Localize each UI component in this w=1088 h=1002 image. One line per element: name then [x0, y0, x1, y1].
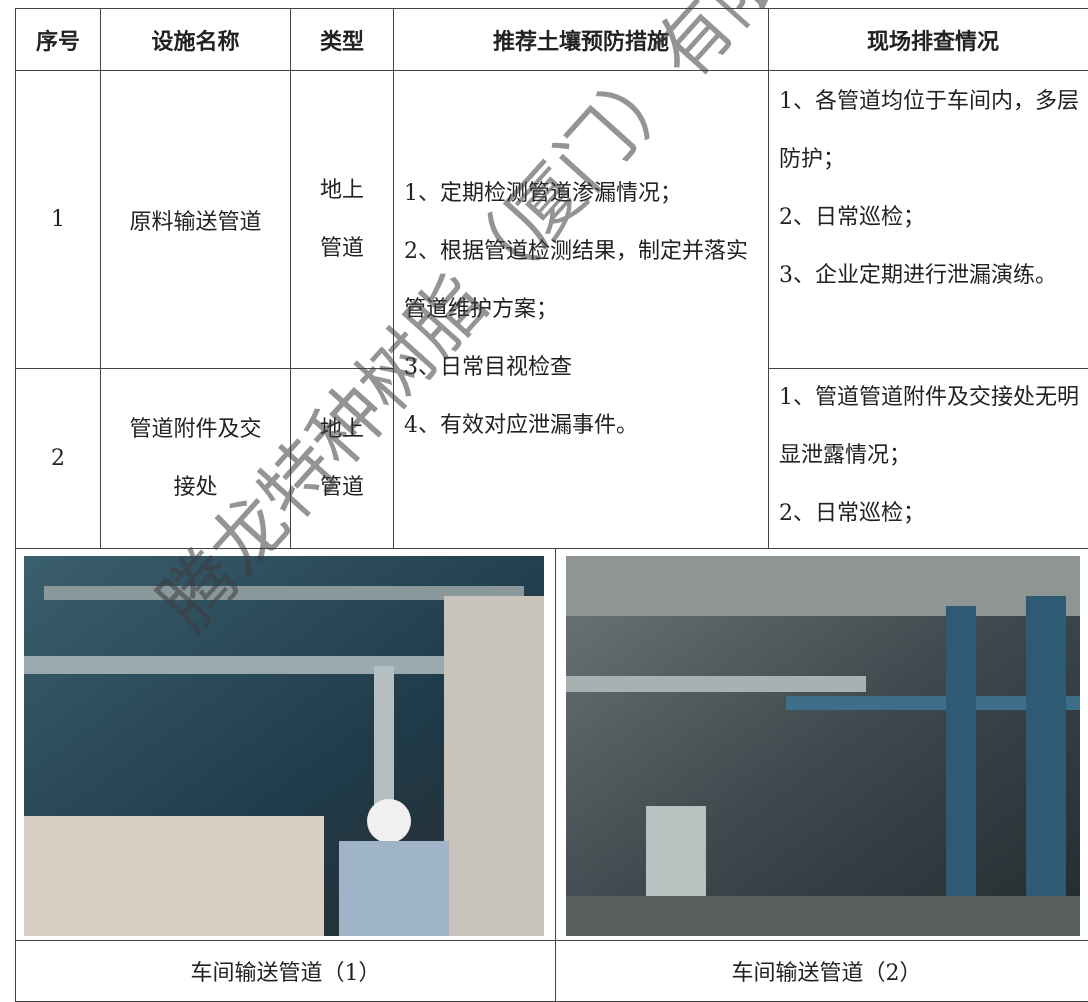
check-item: 1、管道管道附件及交接处无明显泄露情况；	[779, 385, 1079, 468]
check-cell: 1、管道管道附件及交接处无明显泄露情况； 2、日常巡检；	[768, 368, 1088, 549]
check-cell: 1、各管道均位于车间内，多层防护； 2、日常巡检； 3、企业定期进行泄漏演练。	[768, 70, 1088, 369]
photo-caption: 车间输送管道（2）	[555, 940, 1088, 1002]
check-item: 3、企业定期进行泄漏演练。	[779, 263, 1057, 288]
measure-item: 1、定期检测管道渗漏情况；	[404, 180, 682, 206]
photo	[566, 556, 1080, 936]
header-cell: 设施名称	[100, 8, 291, 71]
check-item: 2、日常巡检；	[779, 501, 925, 526]
header-cell: 序号	[15, 8, 101, 71]
facility-name: 原料输送管道	[100, 70, 291, 369]
facility-type: 地上管道	[290, 70, 394, 369]
facility-type: 地上管道	[290, 368, 394, 549]
measure-item: 3、日常目视检查	[404, 354, 572, 380]
photo-caption: 车间输送管道（1）	[15, 940, 556, 1002]
measures-cell: 1、定期检测管道渗漏情况； 2、根据管道检测结果，制定并落实管道维护方案； 3、…	[393, 70, 769, 549]
photo	[24, 556, 544, 936]
measure-item: 4、有效对应泄漏事件。	[404, 412, 638, 438]
header-cell: 推荐土壤预防措施	[393, 8, 769, 71]
row-no: 2	[15, 368, 101, 549]
measure-item: 2、根据管道检测结果，制定并落实管道维护方案；	[404, 238, 748, 322]
facility-name: 管道附件及交接处	[100, 368, 291, 549]
row-no: 1	[15, 70, 101, 369]
header-cell: 类型	[290, 8, 394, 71]
header-cell: 现场排查情况	[768, 8, 1088, 71]
check-item: 1、各管道均位于车间内，多层防护；	[779, 89, 1079, 172]
check-item: 2、日常巡检；	[779, 205, 925, 230]
